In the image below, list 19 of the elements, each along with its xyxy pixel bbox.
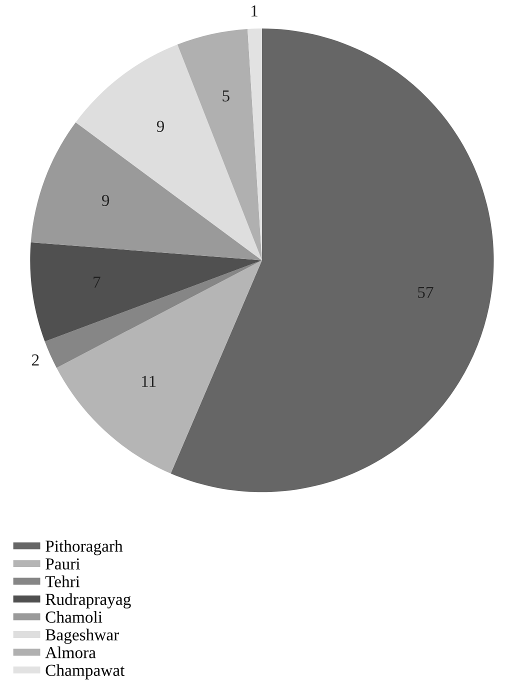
data-label: 11 bbox=[142, 376, 156, 387]
data-label: 5 bbox=[222, 90, 230, 102]
data-label: 9 bbox=[156, 120, 164, 132]
legend-label: Rudraprayag bbox=[46, 593, 131, 608]
legend-label: Tehri bbox=[45, 576, 80, 588]
data-label: 57 bbox=[418, 286, 434, 298]
legend-label: Pithoragarh bbox=[46, 540, 123, 556]
pie-slice bbox=[30, 122, 262, 260]
legend-label: Almora bbox=[45, 646, 96, 658]
legend-label: Bageshwar bbox=[46, 628, 119, 644]
pie-slice bbox=[170, 28, 494, 492]
pie-slice bbox=[44, 260, 262, 368]
legend-label: Champawat bbox=[46, 664, 125, 680]
data-label: 1 bbox=[252, 5, 258, 16]
data-label: 9 bbox=[102, 194, 110, 206]
data-label: 2 bbox=[32, 354, 39, 366]
legend-label: Chamoli bbox=[46, 611, 102, 623]
legend-label: Pauri bbox=[46, 558, 80, 570]
pie-slice bbox=[30, 242, 262, 342]
